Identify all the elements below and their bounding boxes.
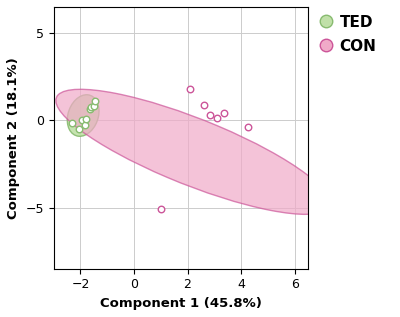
Point — [220, 111, 227, 116]
Point — [76, 126, 82, 132]
Point — [187, 87, 194, 92]
X-axis label: Component 1 (45.8%): Component 1 (45.8%) — [100, 297, 262, 310]
Point — [158, 207, 164, 212]
Ellipse shape — [67, 95, 99, 136]
Point — [79, 117, 85, 122]
Point — [91, 103, 97, 108]
Point — [69, 120, 76, 126]
Point — [81, 122, 88, 127]
Point — [214, 115, 220, 120]
Point — [92, 99, 98, 104]
Point — [207, 113, 214, 118]
Point — [88, 105, 94, 110]
Point — [200, 102, 207, 107]
Legend: TED, CON: TED, CON — [318, 15, 376, 54]
Point — [83, 116, 89, 121]
Ellipse shape — [56, 89, 330, 214]
Y-axis label: Component 2 (18.1%): Component 2 (18.1%) — [7, 57, 20, 219]
Point — [244, 124, 251, 129]
Point — [87, 107, 93, 112]
